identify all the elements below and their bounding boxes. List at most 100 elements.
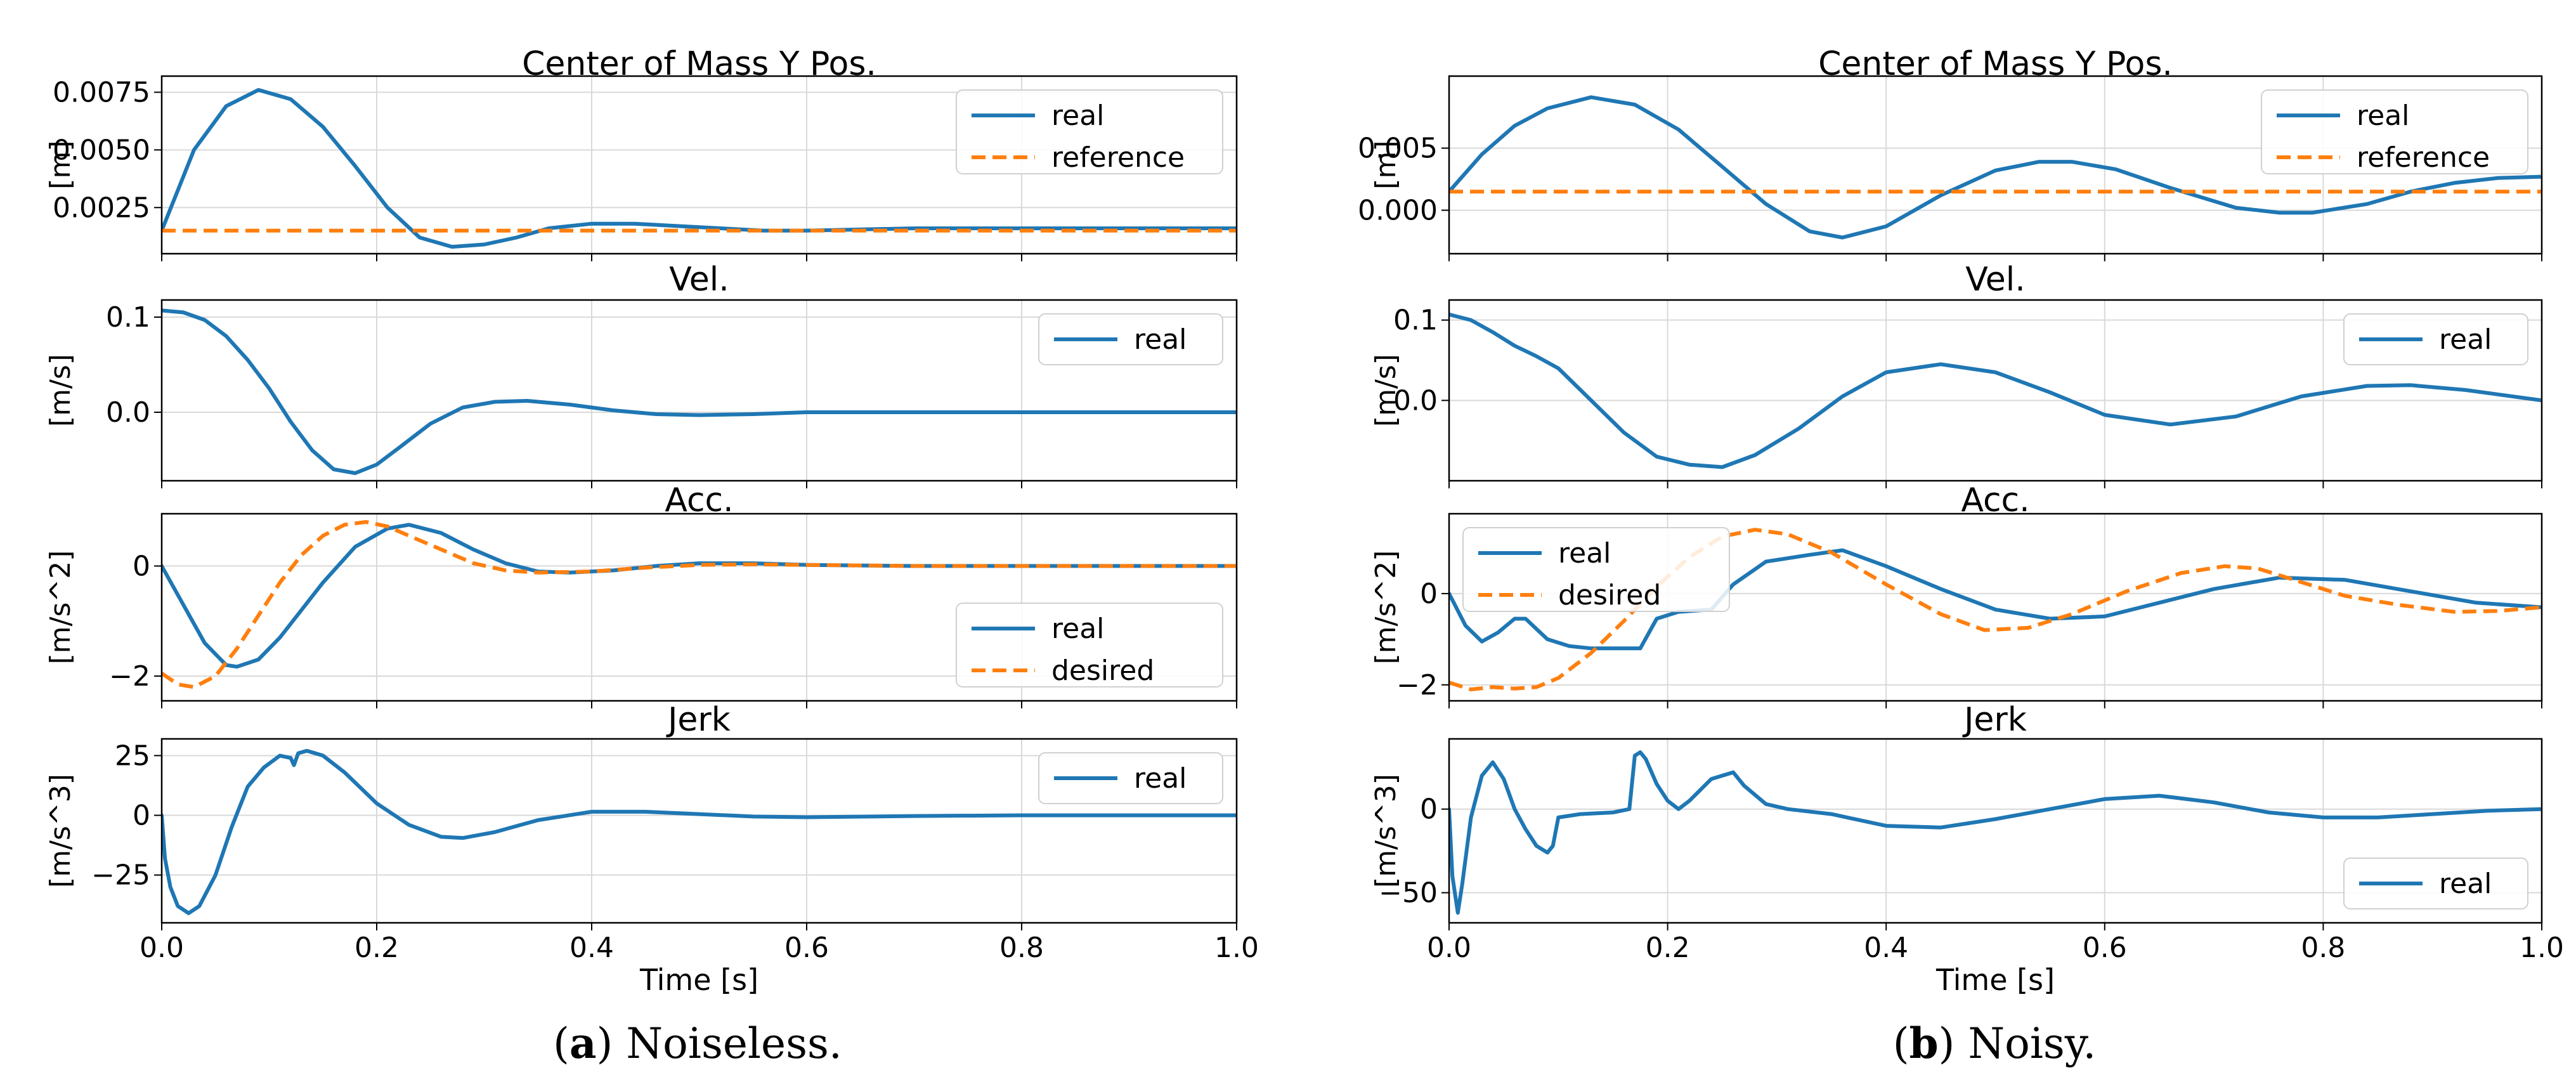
subplot-jerk: −50 0 Jerk [m/s^3] real 0.0 0.2 0.4 0.6 0.8 1.0 Tim…	[1370, 701, 2564, 997]
panel-caption: (a) Noiseless.	[553, 1019, 842, 1068]
y-axis-label: [m/s]	[44, 354, 77, 427]
series-line-real	[1449, 548, 2542, 651]
legend-label-reference: reference	[2357, 141, 2490, 174]
subplot-vel: 0.0 0.1 Vel. [m/s] real	[44, 261, 1238, 488]
subplot-jerk: −25 0 25 Jerk [m/s^3] real 0.0 0.2 0.4 0.6 0.8 1.0 T…	[44, 701, 1259, 997]
axes-frame	[1448, 299, 2543, 482]
x-tick-label: 0.6	[784, 932, 829, 964]
legend-frame	[956, 603, 1223, 688]
panel-a: 0.0025 0.0050 0.0075 Center of Mass Y Pos. […	[44, 45, 1259, 1068]
y-tick-label: 0	[1420, 793, 1438, 826]
legend-label-real: real	[2439, 868, 2492, 900]
legend-frame	[1462, 527, 1730, 612]
axes-frame	[160, 512, 1238, 702]
series-group	[162, 88, 1237, 249]
y-tick-label: −25	[91, 859, 150, 892]
x-tick-label: 0.8	[999, 932, 1044, 964]
caption-paren-close: )	[1939, 1019, 1968, 1068]
legend-frame	[2343, 857, 2528, 909]
y-axis-label: [m/s]	[1370, 354, 1402, 427]
legend-frame	[2343, 313, 2528, 365]
y-tick-label: 0	[133, 800, 150, 832]
legend-label-desired: desired	[1558, 579, 1661, 611]
x-tick-label: 1.0	[2520, 932, 2564, 964]
legend-frame	[956, 89, 1223, 174]
axes-frame	[160, 738, 1238, 924]
series-line-real	[1449, 95, 2542, 240]
caption-text: Noisy.	[1968, 1019, 2096, 1068]
series-line-real	[1449, 312, 2542, 469]
y-axis-label: [m/s^2]	[44, 551, 77, 665]
y-tick-label: 0.1	[106, 301, 150, 334]
x-tick-label: 1.0	[1214, 932, 1259, 964]
subplot-title: Jerk	[666, 701, 731, 739]
y-tick-label: 0.0	[106, 396, 150, 429]
y-axis-label: [m/s^2]	[1370, 551, 1402, 665]
series-group	[1449, 750, 2542, 915]
subplot-title: Center of Mass Y Pos.	[1818, 45, 2173, 83]
subplot-acc: −2 0 Acc. [m/s^2] real desired	[1370, 481, 2543, 708]
y-tick-label: −50	[1379, 877, 1438, 909]
legend-label-real: real	[1051, 100, 1104, 132]
legend: real reference	[956, 89, 1223, 174]
subplot-title: Acc.	[1961, 481, 2029, 519]
axes-frame	[160, 299, 1238, 482]
y-axis-label: [m]	[1370, 140, 1402, 189]
legend-label-real: real	[2439, 323, 2492, 356]
caption-paren-open: (	[1893, 1019, 1909, 1068]
legend: real desired	[956, 603, 1223, 688]
y-tick-label: 0.0050	[53, 134, 150, 166]
x-tick-label: 0.0	[140, 932, 184, 964]
subplot-title: Vel.	[669, 261, 729, 299]
legend: real	[1038, 752, 1223, 804]
legend-frame	[1038, 752, 1223, 804]
series-line-real	[1449, 750, 2542, 915]
series-group	[1449, 528, 2542, 691]
y-tick-label: 0.000	[1358, 194, 1438, 226]
x-axis-label: Time [s]	[639, 963, 758, 997]
subplot-title: Vel.	[1965, 261, 2026, 299]
series-group	[1449, 95, 2542, 240]
subplot-vel: 0.0 0.1 Vel. [m/s] real	[1370, 261, 2543, 488]
y-axis-label: [m]	[44, 140, 77, 189]
legend-label-real: real	[1134, 762, 1187, 795]
series-group	[162, 748, 1237, 915]
y-tick-label: −2	[1396, 669, 1438, 701]
axes-frame	[1448, 75, 2543, 255]
series-line-real	[162, 748, 1237, 915]
y-tick-label: 0.0	[1393, 384, 1438, 417]
subplot-pos: 0.0025 0.0050 0.0075 Center of Mass Y Pos. […	[44, 45, 1238, 261]
subplot-title: Acc.	[665, 481, 733, 519]
subplot-title: Center of Mass Y Pos.	[522, 45, 876, 83]
y-tick-label: 0.005	[1358, 133, 1438, 165]
legend: real	[1038, 313, 1223, 365]
y-tick-label: 0.0025	[53, 192, 150, 224]
y-axis-label: [m/s^3]	[1370, 774, 1402, 888]
x-tick-label: 0.4	[569, 932, 614, 964]
legend-label-reference: reference	[1051, 141, 1185, 174]
subplot-pos: 0.000 0.005 Center of Mass Y Pos. [m] real re…	[1358, 45, 2543, 261]
y-tick-label: −2	[109, 660, 150, 693]
caption-paren-close: )	[597, 1019, 627, 1068]
y-axis-label: [m/s^3]	[44, 774, 77, 888]
y-tick-label: 0.0075	[53, 76, 150, 108]
panel-caption: (b) Noisy.	[1893, 1019, 2097, 1068]
series-group	[162, 308, 1237, 475]
y-tick-label: 0	[133, 550, 150, 582]
legend-label-real: real	[1134, 323, 1187, 356]
caption-paren-open: (	[553, 1019, 569, 1068]
legend: real	[2343, 313, 2528, 365]
x-axis-label: Time [s]	[1935, 963, 2055, 997]
axes-frame	[160, 75, 1238, 255]
legend-label-real: real	[1558, 537, 1611, 570]
x-tick-label: 0.2	[1646, 932, 1690, 964]
legend-label-real: real	[2357, 100, 2409, 132]
legend: real desired	[1462, 527, 1730, 612]
series-line-real	[162, 308, 1237, 475]
series-line-desired	[162, 520, 1237, 689]
axes-frame	[1448, 738, 2543, 924]
x-tick-label: 0.0	[1427, 932, 1471, 964]
x-tick-label: 0.2	[355, 932, 399, 964]
